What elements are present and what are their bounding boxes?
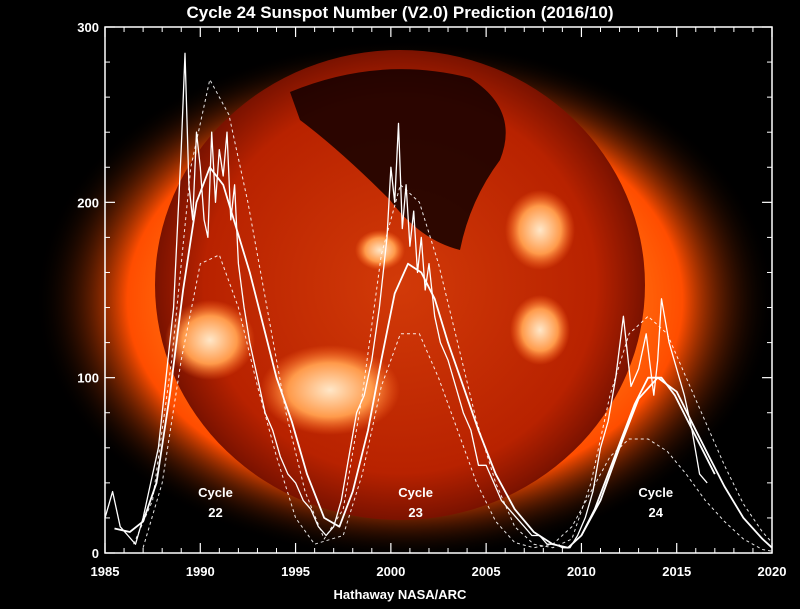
x-tick-label: 1995 [281,564,310,579]
cycle-annotations: Cycle 22 Cycle 23 Cycle 24 [198,485,673,520]
series-line-prediction [580,376,773,549]
x-tick-label: 2020 [758,564,787,579]
chart-title: Cycle 24 Sunspot Number (V2.0) Predictio… [186,3,613,22]
sun-background-image [35,40,775,560]
x-tick-label: 2000 [376,564,405,579]
cycle-label-word: Cycle [198,485,233,500]
series-line-smoothed [114,166,716,549]
series-line-envelope-low [142,254,773,552]
cycle-label-number: 23 [408,505,422,520]
credit-label: Hathaway NASA/ARC [334,587,468,602]
x-tick-label: 1990 [186,564,215,579]
cycle-label-number: 22 [208,505,222,520]
y-tick-label: 100 [77,371,99,386]
plot-frame [104,26,773,554]
cycle-label-word: Cycle [398,485,433,500]
y-tick-label: 0 [92,546,99,561]
x-tick-label: 2005 [472,564,501,579]
series-line-envelope-high [133,79,773,549]
axis-ticks [104,26,773,554]
y-tick-label: 200 [77,195,99,210]
x-tick-label: 2010 [567,564,596,579]
cycle-label-word: Cycle [638,485,673,500]
cycle-label-number: 24 [649,505,664,520]
axis-tick-labels: 1985 1990 1995 2000 2005 2010 2015 2020 0 100 200 3… [77,20,786,579]
series-line-monthly [104,52,708,549]
x-tick-label: 1985 [91,564,120,579]
data-series [104,52,773,552]
y-tick-label: 300 [77,20,99,35]
x-tick-label: 2015 [662,564,691,579]
